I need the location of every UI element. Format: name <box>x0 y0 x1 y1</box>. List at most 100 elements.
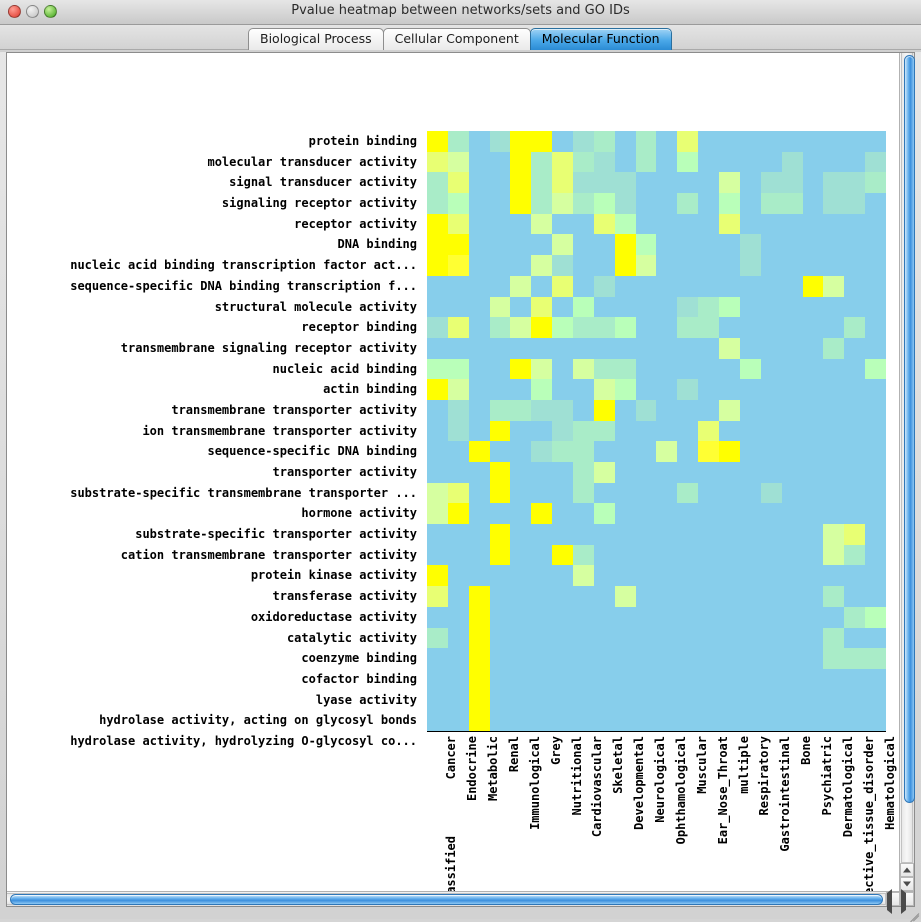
heatmap-cell[interactable] <box>593 544 615 566</box>
heatmap-cell[interactable] <box>802 524 824 545</box>
heatmap-cell[interactable] <box>656 482 678 504</box>
heatmap-cell[interactable] <box>573 689 594 711</box>
heatmap-cell[interactable] <box>802 151 824 173</box>
heatmap-cell[interactable] <box>781 234 803 256</box>
heatmap-cell[interactable] <box>760 213 782 235</box>
heatmap-cell[interactable] <box>823 482 845 504</box>
heatmap-cell[interactable] <box>739 627 761 649</box>
heatmap-cell[interactable] <box>781 668 803 690</box>
heatmap-cell[interactable] <box>844 586 866 607</box>
heatmap-cell[interactable] <box>865 668 886 690</box>
heatmap-cell[interactable] <box>531 482 553 504</box>
heatmap-cell[interactable] <box>865 710 886 731</box>
heatmap-cell[interactable] <box>823 172 845 194</box>
heatmap-cell[interactable] <box>635 337 657 359</box>
heatmap-cell[interactable] <box>760 275 782 297</box>
heatmap-cell[interactable] <box>781 689 803 711</box>
heatmap-cell[interactable] <box>656 627 678 649</box>
heatmap-cell[interactable] <box>719 462 740 483</box>
heatmap-cell[interactable] <box>677 606 699 628</box>
heatmap-cell[interactable] <box>823 710 845 731</box>
heatmap-cell[interactable] <box>427 172 448 194</box>
heatmap-cell[interactable] <box>593 337 615 359</box>
heatmap-cell[interactable] <box>635 482 657 504</box>
heatmap-cell[interactable] <box>781 213 803 235</box>
heatmap-cell[interactable] <box>614 317 636 338</box>
heatmap-cell[interactable] <box>719 710 740 731</box>
heatmap-cell[interactable] <box>844 544 866 566</box>
heatmap-cell[interactable] <box>635 296 657 318</box>
heatmap-cell[interactable] <box>677 420 699 442</box>
heatmap-cell[interactable] <box>760 710 782 731</box>
heatmap-cell[interactable] <box>593 710 615 731</box>
heatmap-cell[interactable] <box>802 358 824 380</box>
heatmap-cell[interactable] <box>802 193 824 214</box>
heatmap-cell[interactable] <box>781 524 803 545</box>
heatmap-cell[interactable] <box>719 482 740 504</box>
heatmap-cell[interactable] <box>677 524 699 545</box>
heatmap-cell[interactable] <box>865 524 886 545</box>
heatmap-cell[interactable] <box>865 379 886 400</box>
heatmap-cell[interactable] <box>447 213 469 235</box>
heatmap-cell[interactable] <box>447 420 469 442</box>
heatmap-cell[interactable] <box>739 255 761 276</box>
heatmap-cell[interactable] <box>698 234 720 256</box>
heatmap-cell[interactable] <box>573 441 594 463</box>
heatmap-cell[interactable] <box>593 668 615 690</box>
heatmap-cell[interactable] <box>719 503 740 525</box>
heatmap-cell[interactable] <box>719 193 740 214</box>
heatmap-cell[interactable] <box>802 482 824 504</box>
heatmap-cell[interactable] <box>802 565 824 587</box>
heatmap-cell[interactable] <box>573 482 594 504</box>
heatmap-cell[interactable] <box>698 482 720 504</box>
heatmap-cell[interactable] <box>573 420 594 442</box>
heatmap-cell[interactable] <box>760 648 782 669</box>
heatmap-cell[interactable] <box>468 544 490 566</box>
heatmap-cell[interactable] <box>510 648 532 669</box>
heatmap-cell[interactable] <box>698 172 720 194</box>
heatmap-cell[interactable] <box>802 337 824 359</box>
horizontal-scrollbar-thumb[interactable] <box>10 894 883 905</box>
heatmap-cell[interactable] <box>593 193 615 214</box>
heatmap-cell[interactable] <box>552 317 574 338</box>
heatmap-cell[interactable] <box>677 234 699 256</box>
heatmap-cell[interactable] <box>656 399 678 421</box>
heatmap-cell[interactable] <box>552 213 574 235</box>
heatmap-cell[interactable] <box>447 151 469 173</box>
heatmap-cell[interactable] <box>698 503 720 525</box>
heatmap-cell[interactable] <box>677 503 699 525</box>
heatmap-cell[interactable] <box>447 379 469 400</box>
heatmap-cell[interactable] <box>865 606 886 628</box>
heatmap-cell[interactable] <box>573 193 594 214</box>
heatmap-cell[interactable] <box>698 317 720 338</box>
heatmap-cell[interactable] <box>677 151 699 173</box>
heatmap-cell[interactable] <box>635 441 657 463</box>
heatmap-cell[interactable] <box>614 193 636 214</box>
heatmap-cell[interactable] <box>760 131 782 152</box>
heatmap-cell[interactable] <box>614 151 636 173</box>
heatmap-cell[interactable] <box>802 296 824 318</box>
heatmap-cell[interactable] <box>844 627 866 649</box>
heatmap-cell[interactable] <box>865 586 886 607</box>
heatmap-cell[interactable] <box>823 524 845 545</box>
heatmap-cell[interactable] <box>698 689 720 711</box>
heatmap-cell[interactable] <box>760 524 782 545</box>
heatmap-cell[interactable] <box>823 275 845 297</box>
heatmap-cell[interactable] <box>635 524 657 545</box>
heatmap-cell[interactable] <box>635 565 657 587</box>
heatmap-cell[interactable] <box>635 668 657 690</box>
heatmap-cell[interactable] <box>427 689 448 711</box>
heatmap-cell[interactable] <box>531 172 553 194</box>
heatmap-cell[interactable] <box>593 317 615 338</box>
heatmap-cell[interactable] <box>698 648 720 669</box>
heatmap-cell[interactable] <box>468 296 490 318</box>
heatmap-cell[interactable] <box>447 544 469 566</box>
heatmap-cell[interactable] <box>760 586 782 607</box>
heatmap-cell[interactable] <box>593 627 615 649</box>
heatmap-cell[interactable] <box>447 358 469 380</box>
heatmap-cell[interactable] <box>427 462 448 483</box>
heatmap-cell[interactable] <box>468 420 490 442</box>
heatmap-cell[interactable] <box>781 606 803 628</box>
heatmap-cell[interactable] <box>427 213 448 235</box>
heatmap-cell[interactable] <box>468 151 490 173</box>
